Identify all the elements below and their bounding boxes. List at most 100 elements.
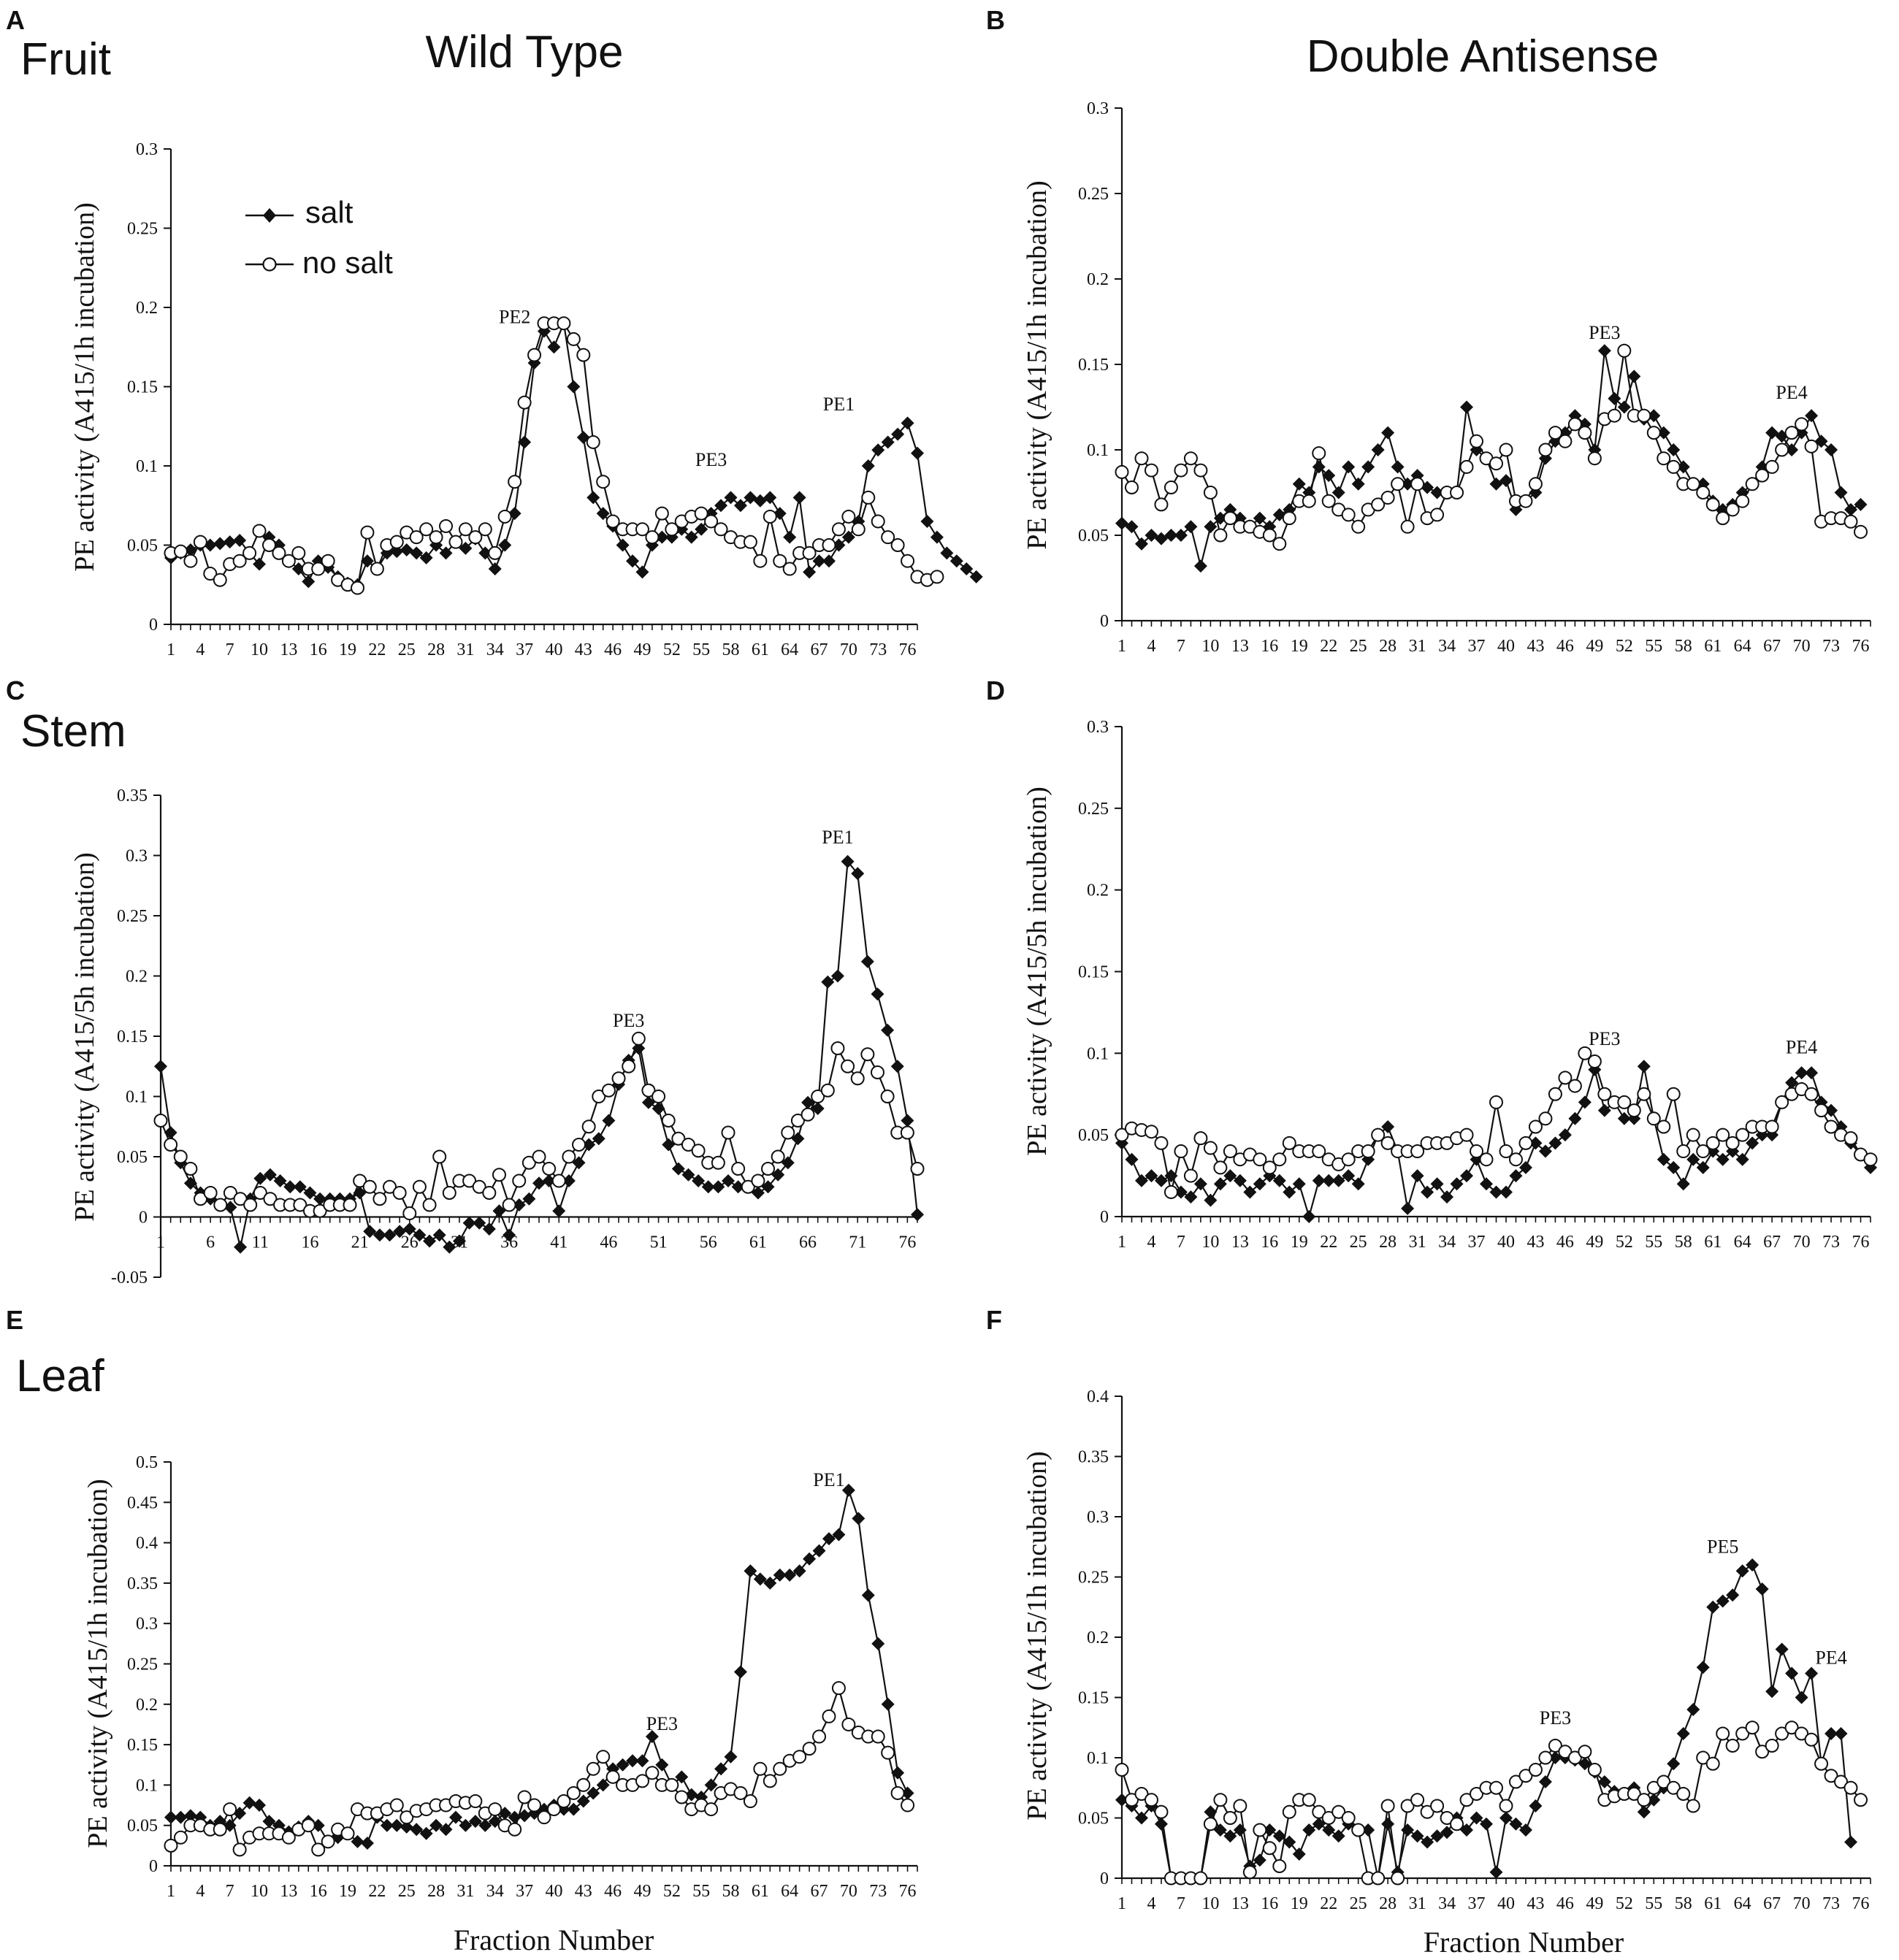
data-point-no-salt — [439, 518, 454, 533]
data-point-no-salt — [232, 554, 247, 568]
y-tick-label: 0.1 — [1087, 1749, 1109, 1768]
data-point-no-salt — [901, 1798, 915, 1812]
y-tick-label: 0.25 — [127, 220, 158, 239]
data-point-no-salt — [253, 1186, 267, 1200]
data-point-no-salt — [1410, 1144, 1425, 1159]
data-point-no-salt — [1765, 1119, 1779, 1134]
x-tick-label: 64 — [781, 640, 798, 659]
data-point-no-salt — [1705, 497, 1720, 512]
data-point-no-salt — [1479, 1152, 1494, 1167]
data-point-no-salt — [173, 1149, 188, 1164]
data-point-no-salt — [1686, 1799, 1700, 1813]
data-point-no-salt — [1262, 528, 1277, 543]
data-point-salt — [253, 557, 267, 571]
x-tick-label: 70 — [1793, 1233, 1811, 1252]
data-point-no-salt — [492, 1168, 506, 1182]
data-point-salt — [960, 562, 974, 576]
data-point-salt — [852, 1512, 866, 1525]
data-point-salt — [616, 1758, 630, 1772]
data-point-salt — [1292, 477, 1306, 491]
data-point-no-salt — [704, 514, 719, 529]
data-point-salt — [1381, 426, 1395, 440]
data-point-salt — [1145, 529, 1158, 542]
x-tick-label: 76 — [1852, 1894, 1870, 1913]
data-point-no-salt — [1489, 456, 1503, 471]
data-point-no-salt — [1775, 1726, 1789, 1741]
data-point-no-salt — [1696, 1750, 1711, 1765]
data-point-no-salt — [1499, 443, 1513, 457]
data-point-no-salt — [733, 1785, 748, 1800]
data-point-salt — [1361, 1823, 1375, 1837]
data-point-salt — [695, 522, 708, 536]
data-point-salt — [1805, 1066, 1819, 1080]
data-point-salt — [283, 1180, 297, 1194]
data-point-no-salt — [1696, 486, 1711, 499]
data-point-salt — [1795, 1691, 1808, 1704]
x-tick-label: 25 — [1350, 1894, 1367, 1913]
peak-label-pe3: PE3 — [1589, 1028, 1620, 1049]
x-tick-label: 43 — [1527, 637, 1544, 656]
data-point-no-salt — [458, 522, 473, 537]
y-tick-label: 0.25 — [1078, 185, 1109, 204]
x-tick-label: 76 — [899, 640, 917, 659]
data-point-no-salt — [1617, 1095, 1632, 1109]
data-point-no-salt — [1518, 1136, 1533, 1150]
data-point-no-salt — [572, 1138, 586, 1152]
y-tick-label: -0.05 — [111, 1268, 148, 1287]
data-point-no-salt — [353, 1174, 367, 1188]
data-point-no-salt — [1538, 1750, 1553, 1765]
legend: salt no salt — [245, 195, 393, 280]
data-point-no-salt — [1341, 1152, 1356, 1167]
data-point-salt — [1480, 1817, 1494, 1831]
data-point-no-salt — [1696, 1144, 1711, 1159]
data-point-salt — [803, 565, 817, 579]
data-point-salt — [684, 530, 698, 544]
data-point-no-salt — [1666, 1780, 1681, 1795]
data-point-salt — [253, 1799, 267, 1812]
x-tick-label: 43 — [575, 1882, 592, 1901]
data-point-salt — [655, 1758, 669, 1772]
data-point-salt — [1243, 1185, 1257, 1199]
data-point-no-salt — [771, 1149, 785, 1164]
data-point-salt — [891, 427, 905, 441]
data-point-no-salt — [1824, 1769, 1838, 1783]
data-point-no-salt — [901, 554, 915, 568]
y-tick-label: 0 — [139, 1209, 148, 1228]
data-point-no-salt — [1578, 1745, 1592, 1759]
data-point-no-salt — [1203, 1817, 1218, 1831]
data-point-salt — [1401, 1201, 1415, 1215]
x-tick-label: 76 — [1852, 637, 1870, 656]
data-point-no-salt — [802, 1742, 817, 1756]
data-point-salt — [1509, 1169, 1523, 1183]
data-point-no-salt — [1843, 1131, 1858, 1146]
data-point-no-salt — [551, 1174, 566, 1188]
data-point-no-salt — [890, 538, 905, 552]
data-point-salt — [1410, 1829, 1424, 1843]
y-tick-label: 0.3 — [136, 140, 158, 159]
data-point-no-salt — [1587, 1054, 1602, 1069]
data-point-no-salt — [213, 1198, 228, 1212]
x-tick-label: 70 — [840, 640, 857, 659]
data-point-salt — [380, 1818, 394, 1832]
data-point-salt — [783, 530, 797, 544]
x-tick-label: 13 — [1231, 1233, 1249, 1252]
data-point-salt — [911, 1208, 924, 1222]
y-tick-label: 0.3 — [1087, 718, 1109, 737]
data-point-no-salt — [586, 435, 600, 449]
x-tick-label: 52 — [1616, 1894, 1633, 1913]
chart-panel-a: 0 0.05 0.1 0.15 0.2 0.25 0.3 1 4 7 10 13 16 19 22 25 28 3… — [69, 140, 983, 659]
y-tick-label: 0.25 — [127, 1655, 158, 1674]
data-point-no-salt — [1312, 1804, 1326, 1819]
data-point-salt — [234, 1240, 248, 1254]
x-tick-label: 22 — [1320, 1233, 1337, 1252]
data-point-no-salt — [1548, 1087, 1562, 1101]
x-tick-label: 73 — [1822, 637, 1840, 656]
data-point-no-salt — [1223, 511, 1237, 526]
data-point-salt — [714, 499, 728, 513]
x-tick-label: 7 — [1177, 1894, 1185, 1913]
data-point-salt — [1440, 1826, 1454, 1840]
data-point-no-salt — [1371, 497, 1386, 512]
y-tick-label: 0.5 — [136, 1453, 158, 1472]
y-tick-label: 0.05 — [1078, 527, 1109, 545]
